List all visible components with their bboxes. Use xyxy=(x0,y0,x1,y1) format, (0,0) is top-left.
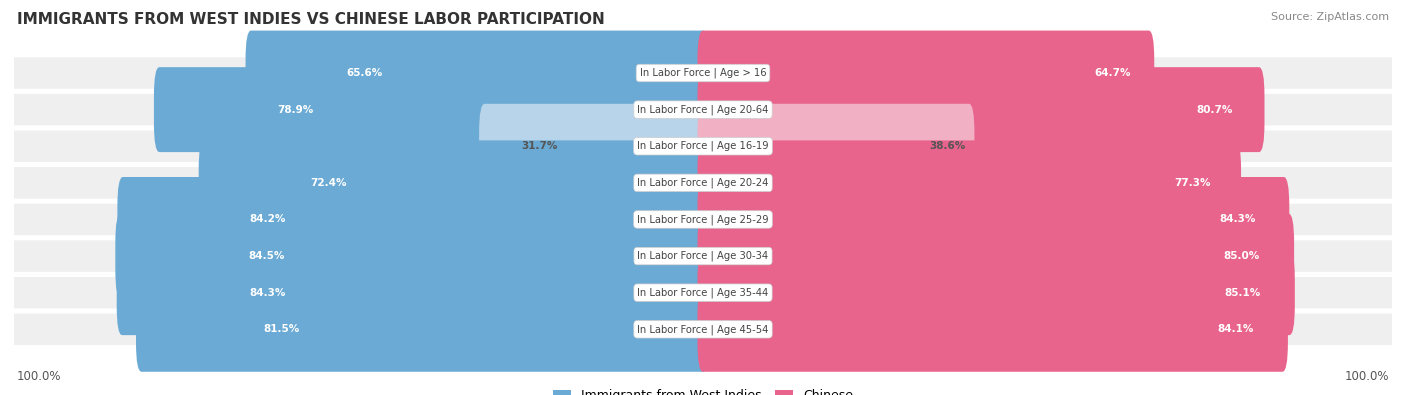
FancyBboxPatch shape xyxy=(117,250,709,335)
FancyBboxPatch shape xyxy=(14,204,1392,235)
FancyBboxPatch shape xyxy=(14,167,1392,199)
Text: 84.2%: 84.2% xyxy=(250,214,287,224)
Text: In Labor Force | Age 16-19: In Labor Force | Age 16-19 xyxy=(637,141,769,152)
Text: 84.1%: 84.1% xyxy=(1218,324,1254,334)
Text: 72.4%: 72.4% xyxy=(311,178,347,188)
Text: In Labor Force | Age 25-29: In Labor Force | Age 25-29 xyxy=(637,214,769,225)
Text: 31.7%: 31.7% xyxy=(522,141,557,151)
FancyBboxPatch shape xyxy=(697,30,1154,115)
Text: In Labor Force | Age 20-64: In Labor Force | Age 20-64 xyxy=(637,104,769,115)
FancyBboxPatch shape xyxy=(153,67,709,152)
FancyBboxPatch shape xyxy=(115,214,709,299)
FancyBboxPatch shape xyxy=(697,67,1264,152)
FancyBboxPatch shape xyxy=(697,250,1295,335)
Text: 100.0%: 100.0% xyxy=(17,370,62,383)
FancyBboxPatch shape xyxy=(14,94,1392,125)
Text: 100.0%: 100.0% xyxy=(1344,370,1389,383)
Text: 84.3%: 84.3% xyxy=(249,288,285,298)
FancyBboxPatch shape xyxy=(14,277,1392,308)
Text: 84.3%: 84.3% xyxy=(1219,214,1256,224)
Text: 38.6%: 38.6% xyxy=(929,141,966,151)
Text: In Labor Force | Age > 16: In Labor Force | Age > 16 xyxy=(640,68,766,78)
Text: 78.9%: 78.9% xyxy=(277,105,314,115)
Text: 84.5%: 84.5% xyxy=(249,251,284,261)
FancyBboxPatch shape xyxy=(14,130,1392,162)
Text: 77.3%: 77.3% xyxy=(1174,178,1211,188)
FancyBboxPatch shape xyxy=(246,30,709,115)
Text: In Labor Force | Age 45-54: In Labor Force | Age 45-54 xyxy=(637,324,769,335)
Text: IMMIGRANTS FROM WEST INDIES VS CHINESE LABOR PARTICIPATION: IMMIGRANTS FROM WEST INDIES VS CHINESE L… xyxy=(17,12,605,27)
Legend: Immigrants from West Indies, Chinese: Immigrants from West Indies, Chinese xyxy=(548,384,858,395)
Text: In Labor Force | Age 20-24: In Labor Force | Age 20-24 xyxy=(637,178,769,188)
Text: In Labor Force | Age 30-34: In Labor Force | Age 30-34 xyxy=(637,251,769,261)
FancyBboxPatch shape xyxy=(14,314,1392,345)
FancyBboxPatch shape xyxy=(14,57,1392,89)
Text: 64.7%: 64.7% xyxy=(1095,68,1132,78)
FancyBboxPatch shape xyxy=(136,287,709,372)
Text: 65.6%: 65.6% xyxy=(346,68,382,78)
FancyBboxPatch shape xyxy=(697,214,1294,299)
Text: 80.7%: 80.7% xyxy=(1197,105,1233,115)
Text: 85.0%: 85.0% xyxy=(1223,251,1260,261)
Text: 85.1%: 85.1% xyxy=(1225,288,1261,298)
FancyBboxPatch shape xyxy=(479,104,709,189)
FancyBboxPatch shape xyxy=(697,140,1241,225)
FancyBboxPatch shape xyxy=(697,104,974,189)
FancyBboxPatch shape xyxy=(14,240,1392,272)
FancyBboxPatch shape xyxy=(117,177,709,262)
FancyBboxPatch shape xyxy=(697,287,1288,372)
Text: 81.5%: 81.5% xyxy=(264,324,299,334)
Text: In Labor Force | Age 35-44: In Labor Force | Age 35-44 xyxy=(637,288,769,298)
Text: Source: ZipAtlas.com: Source: ZipAtlas.com xyxy=(1271,12,1389,22)
FancyBboxPatch shape xyxy=(198,140,709,225)
FancyBboxPatch shape xyxy=(697,177,1289,262)
